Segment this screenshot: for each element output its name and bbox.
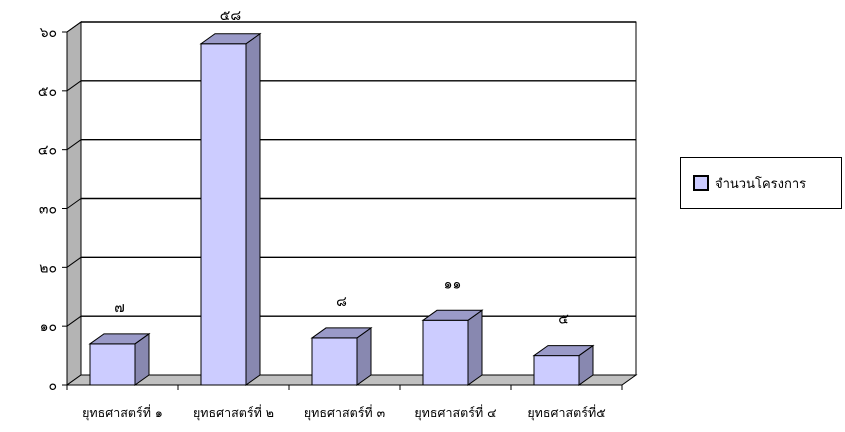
gridline-side: [66, 198, 82, 209]
legend: จำนวนโครงการ: [680, 157, 842, 209]
data-label: ๘: [336, 294, 347, 310]
y-tick-label: ๐: [48, 378, 57, 394]
x-tick-label: ยุทธศาสตร์ที่ ๔: [414, 404, 496, 421]
bar: [422, 319, 469, 386]
bar-top: [532, 345, 595, 357]
legend-swatch: [693, 175, 709, 191]
data-label: ๗: [114, 300, 125, 316]
y-tick-label: ๑๐: [40, 319, 57, 335]
data-label: ๑๑: [444, 276, 462, 292]
bar-top: [421, 309, 484, 321]
x-tick-label: ยุทธศาสตร์ที่ ๓: [304, 404, 385, 421]
x-tick-label: ยุทธศาสตร์ที่ ๑: [82, 404, 163, 421]
y-tick-label: ๖๐: [40, 25, 57, 41]
bar: [89, 343, 136, 386]
bars: [88, 32, 595, 386]
x-tick-label: ยุทธศาสตร์ที่ ๒: [193, 404, 274, 421]
gridline-side: [66, 139, 82, 151]
bar-top: [88, 333, 151, 345]
gridline-side: [66, 80, 82, 92]
legend-label: จำนวนโครงการ: [715, 176, 807, 192]
data-labels: ๗ ๕๘๘ ๑๑๕: [114, 8, 569, 328]
bar-top: [199, 33, 262, 45]
data-label: ๕๘: [220, 8, 241, 24]
bar: [200, 43, 247, 386]
gridline-side: [66, 315, 82, 327]
bar-top: [310, 327, 373, 339]
x-axis-labels: ยุทธศาสตร์ที่ ๑ ยุทธศาสตร์ที่ ๒ ยุทธศาสตร์…: [82, 404, 606, 421]
gridlines: [66, 21, 636, 327]
y-axis-ticks: ๐ ๑๐ ๒๐ ๓๐ ๔๐ ๕๐ ๖๐: [38, 25, 67, 394]
y-tick-label: ๕๐: [38, 84, 57, 100]
data-label: ๕: [558, 312, 569, 328]
gridline-side: [66, 256, 82, 268]
gridline-side: [66, 21, 82, 33]
y-tick-label: ๒๐: [39, 260, 57, 276]
bar-side: [245, 32, 261, 386]
bar-side: [467, 309, 483, 386]
x-tick-label: ยุทธศาสตร์ที่๕: [527, 404, 605, 421]
bar: [533, 355, 580, 386]
y-tick-label: ๓๐: [39, 202, 57, 218]
bar: [311, 337, 358, 386]
y-tick-label: ๔๐: [38, 143, 57, 159]
